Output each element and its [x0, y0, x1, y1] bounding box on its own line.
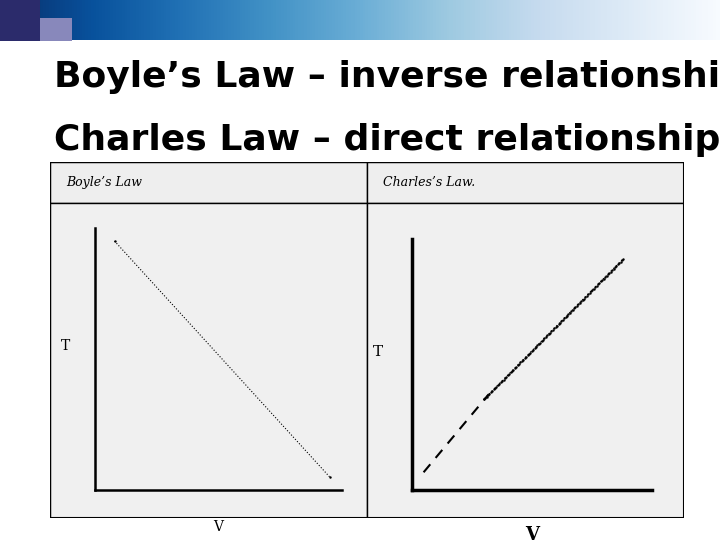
Text: V: V [213, 519, 223, 534]
Bar [367, 162, 684, 203]
Bar [50, 203, 367, 518]
Bar [367, 203, 684, 518]
Bar [0, 0, 40, 40]
Text: T: T [373, 345, 383, 359]
Text: Charles’s Law.: Charles’s Law. [383, 176, 475, 189]
Bar [50, 162, 367, 203]
Text: V: V [525, 526, 539, 540]
Bar [40, 18, 72, 40]
Text: Boyle’s Law – inverse relationship: Boyle’s Law – inverse relationship [54, 60, 720, 94]
Text: T: T [60, 339, 70, 353]
Text: Boyle’s Law: Boyle’s Law [66, 176, 143, 189]
Text: Charles Law – direct relationship: Charles Law – direct relationship [54, 123, 720, 157]
